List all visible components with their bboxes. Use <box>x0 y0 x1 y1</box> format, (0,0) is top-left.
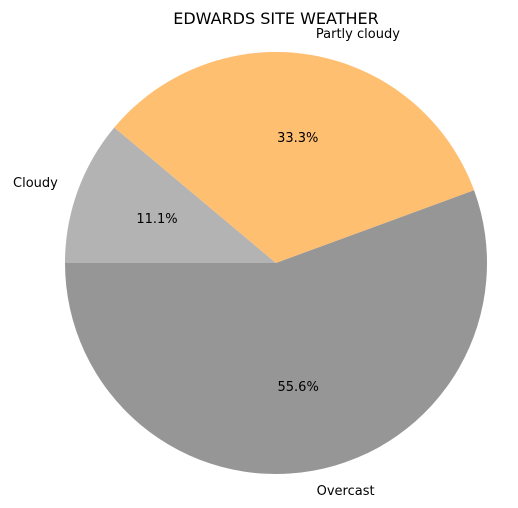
pie-slice-percent-label: 11.1% <box>136 212 177 227</box>
pie-slice-overcast <box>65 190 487 474</box>
pie-slices <box>65 51 487 474</box>
pie-labels: 11.1% Cloudy 33.3% Partly cloudy 55.6% Overca… <box>13 27 400 499</box>
pie-slice-percent-label: 33.3% <box>277 131 318 146</box>
pie-slice-category-label: Cloudy <box>13 176 58 191</box>
pie-slice-partly-cloudy <box>114 51 475 263</box>
chart-title: EDWARDS SITE WEATHER <box>173 9 379 28</box>
pie-slice-percent-label: 55.6% <box>278 380 319 395</box>
pie-slice-category-label: Overcast <box>317 484 375 499</box>
pie-slice-category-label: Partly cloudy <box>316 27 400 42</box>
pie-slice-cloudy <box>65 127 276 264</box>
